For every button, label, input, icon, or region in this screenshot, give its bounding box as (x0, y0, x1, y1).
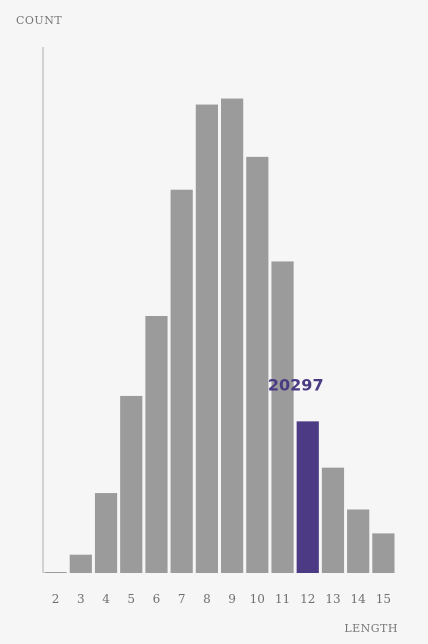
bar-highlighted (296, 421, 319, 573)
x-tick-label: 3 (77, 592, 85, 606)
bar-group (44, 98, 395, 574)
x-tick-label: 15 (376, 592, 391, 606)
x-tick-label: 7 (178, 592, 186, 606)
bar (94, 493, 118, 573)
bar (221, 98, 244, 573)
y-axis-title: COUNT (16, 14, 62, 27)
bar (120, 395, 143, 573)
bar (347, 509, 370, 573)
x-axis-title: LENGTH (344, 622, 398, 635)
x-tick-label: 10 (250, 592, 265, 606)
bar (372, 533, 395, 573)
bar (321, 467, 345, 573)
bar (44, 572, 67, 573)
bar (170, 189, 193, 573)
x-tick-label: 8 (203, 592, 211, 606)
x-tick-label: 13 (325, 592, 340, 606)
bar (145, 315, 168, 573)
x-tick-label: 6 (153, 592, 161, 606)
bar (69, 554, 92, 574)
x-tick-label: 11 (275, 592, 290, 606)
bar (246, 156, 269, 573)
x-tick-labels: 2 3 4 5 6 7 8 9 10 11 12 13 14 15 (52, 592, 391, 606)
x-tick-label: 5 (127, 592, 135, 606)
x-tick-label: 9 (228, 592, 236, 606)
bar (195, 104, 218, 573)
x-tick-label: 4 (102, 592, 110, 606)
highlight-value-label: 20297 (268, 375, 324, 394)
bar (271, 261, 294, 573)
x-tick-label: 14 (351, 592, 367, 606)
x-tick-label: 2 (52, 592, 60, 606)
x-tick-label: 12 (300, 592, 315, 606)
